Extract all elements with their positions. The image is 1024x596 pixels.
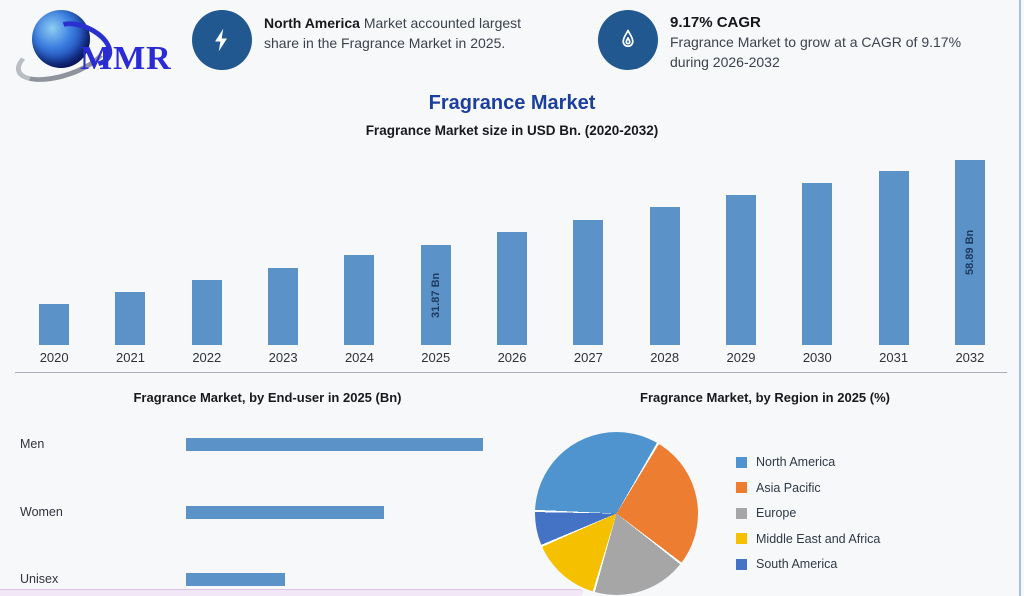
x-axis-label-2028: 2028 xyxy=(650,350,680,365)
x-axis-label-2021: 2021 xyxy=(116,350,145,365)
x-axis-label-2024: 2024 xyxy=(344,350,374,365)
mmr-logo: MMR xyxy=(9,6,182,92)
bar-column-2032: 58.89 Bn 2032 xyxy=(932,143,1008,365)
section-divider xyxy=(15,372,1007,373)
bar-2032: 58.89 Bn xyxy=(954,160,985,345)
legend-label: South America xyxy=(756,557,838,571)
bar-2021 xyxy=(115,292,146,345)
callout-line-2: share in the Fragrance Market in 2025. xyxy=(264,35,506,51)
x-axis-label-2023: 2023 xyxy=(268,350,298,365)
flame-icon xyxy=(598,10,658,70)
region-legend: North America Asia Pacific Europe Middle Ea… xyxy=(736,453,880,581)
bar-column-2029: 2029 xyxy=(703,143,779,365)
callout-north-america: North America Market accounted largest s… xyxy=(192,10,587,70)
x-axis-label-2031: 2031 xyxy=(879,350,909,365)
legend-swatch-icon xyxy=(736,533,747,544)
legend-swatch-icon xyxy=(736,507,747,519)
legend-label: Asia Pacific xyxy=(756,480,821,495)
bar-2022 xyxy=(191,280,222,345)
x-axis-label-2032: 2032 xyxy=(955,350,985,365)
callout-cagr-text: 9.17% CAGR Fragrance Market to grow at a… xyxy=(670,10,961,72)
bar-2029 xyxy=(725,195,756,345)
end-user-row-men: Men xyxy=(20,437,483,451)
end-user-label-men: Men xyxy=(20,437,45,451)
bar-2024 xyxy=(344,255,375,345)
globe-icon xyxy=(32,10,90,68)
legend-label: Europe xyxy=(756,506,797,520)
bar-column-2023: 2023 xyxy=(245,143,321,365)
callout-line-1: North America Market accounted largest xyxy=(264,15,522,31)
legend-item-south-america: South America xyxy=(736,555,880,573)
bar-column-2025: 31.87 Bn 2025 xyxy=(398,143,474,365)
x-axis-label-2029: 2029 xyxy=(726,350,756,365)
legend-item-asia-pacific: Asia Pacific xyxy=(736,479,880,497)
end-user-chart-title: Fragrance Market, by End-user in 2025 (B… xyxy=(133,390,402,405)
page-title: Fragrance Market xyxy=(428,92,596,114)
legend-label: Middle East and Africa xyxy=(756,531,881,546)
region-chart-title: Fragrance Market, by Region in 2025 (%) xyxy=(640,390,890,405)
bar-column-2021: 2021 xyxy=(92,143,168,365)
legend-label: North America xyxy=(756,455,836,469)
x-axis-label-2027: 2027 xyxy=(573,350,603,365)
bar-column-2024: 2024 xyxy=(321,143,397,365)
bar-data-label-2032: 58.89 Bn xyxy=(963,229,976,276)
bar-2020 xyxy=(39,304,70,345)
bar-2030 xyxy=(802,183,833,345)
callout-north-america-text: North America Market accounted largest s… xyxy=(264,10,521,70)
bar-column-2026: 2026 xyxy=(474,143,550,365)
x-axis-label-2026: 2026 xyxy=(497,350,527,365)
cagr-line-1: Fragrance Market to grow at a CAGR of 9.… xyxy=(670,34,962,50)
legend-item-europe: Europe xyxy=(736,504,880,522)
end-user-label-unisex: Unisex xyxy=(20,572,59,586)
bar-2031 xyxy=(878,171,909,345)
bar-column-2031: 2031 xyxy=(855,143,931,365)
legend-swatch-icon xyxy=(736,558,747,570)
logo-text: MMR xyxy=(80,40,172,77)
x-axis-label-2022: 2022 xyxy=(192,350,222,365)
callout-cagr: 9.17% CAGR Fragrance Market to grow at a… xyxy=(598,10,998,72)
bar-column-2030: 2030 xyxy=(779,143,855,365)
region-pie-chart xyxy=(535,432,698,595)
end-user-bar-women xyxy=(186,505,384,519)
cagr-line-2: during 2026-2032 xyxy=(670,54,780,70)
bar-2027 xyxy=(573,220,604,345)
window-right-border xyxy=(1019,0,1021,596)
bottom-edge-strip xyxy=(0,589,583,596)
bar-column-2020: 2020 xyxy=(16,143,92,365)
legend-item-middle-east-and-africa: Middle East and Africa xyxy=(736,530,880,548)
end-user-row-unisex: Unisex xyxy=(20,572,285,586)
bar-2028 xyxy=(649,207,680,345)
bar-2025: 31.87 Bn xyxy=(420,245,451,345)
market-size-bar-chart: 2020 2021 2022 2023 2024 31.87 Bn 2025 2026 2027… xyxy=(16,143,1008,365)
lightning-bolt-icon xyxy=(192,10,252,70)
bar-column-2022: 2022 xyxy=(169,143,245,365)
legend-swatch-icon xyxy=(736,482,747,493)
chart-subtitle: Fragrance Market size in USD Bn. (2020-2… xyxy=(365,123,659,138)
x-axis-label-2030: 2030 xyxy=(802,350,832,365)
x-axis-label-2025: 2025 xyxy=(421,350,451,365)
legend-item-north-america: North America xyxy=(736,453,880,471)
bar-data-label-2025: 31.87 Bn xyxy=(429,272,442,318)
x-axis-label-2020: 2020 xyxy=(39,350,69,365)
cagr-title: 9.17% CAGR xyxy=(670,14,761,31)
bar-column-2027: 2027 xyxy=(550,143,626,365)
bar-column-2028: 2028 xyxy=(627,143,703,365)
end-user-label-women: Women xyxy=(20,505,63,519)
bar-2023 xyxy=(268,268,299,345)
bar-2026 xyxy=(497,232,528,345)
end-user-bar-men xyxy=(186,437,483,451)
end-user-row-women: Women xyxy=(20,505,384,519)
legend-swatch-icon xyxy=(736,456,747,468)
end-user-bar-unisex xyxy=(186,572,285,586)
